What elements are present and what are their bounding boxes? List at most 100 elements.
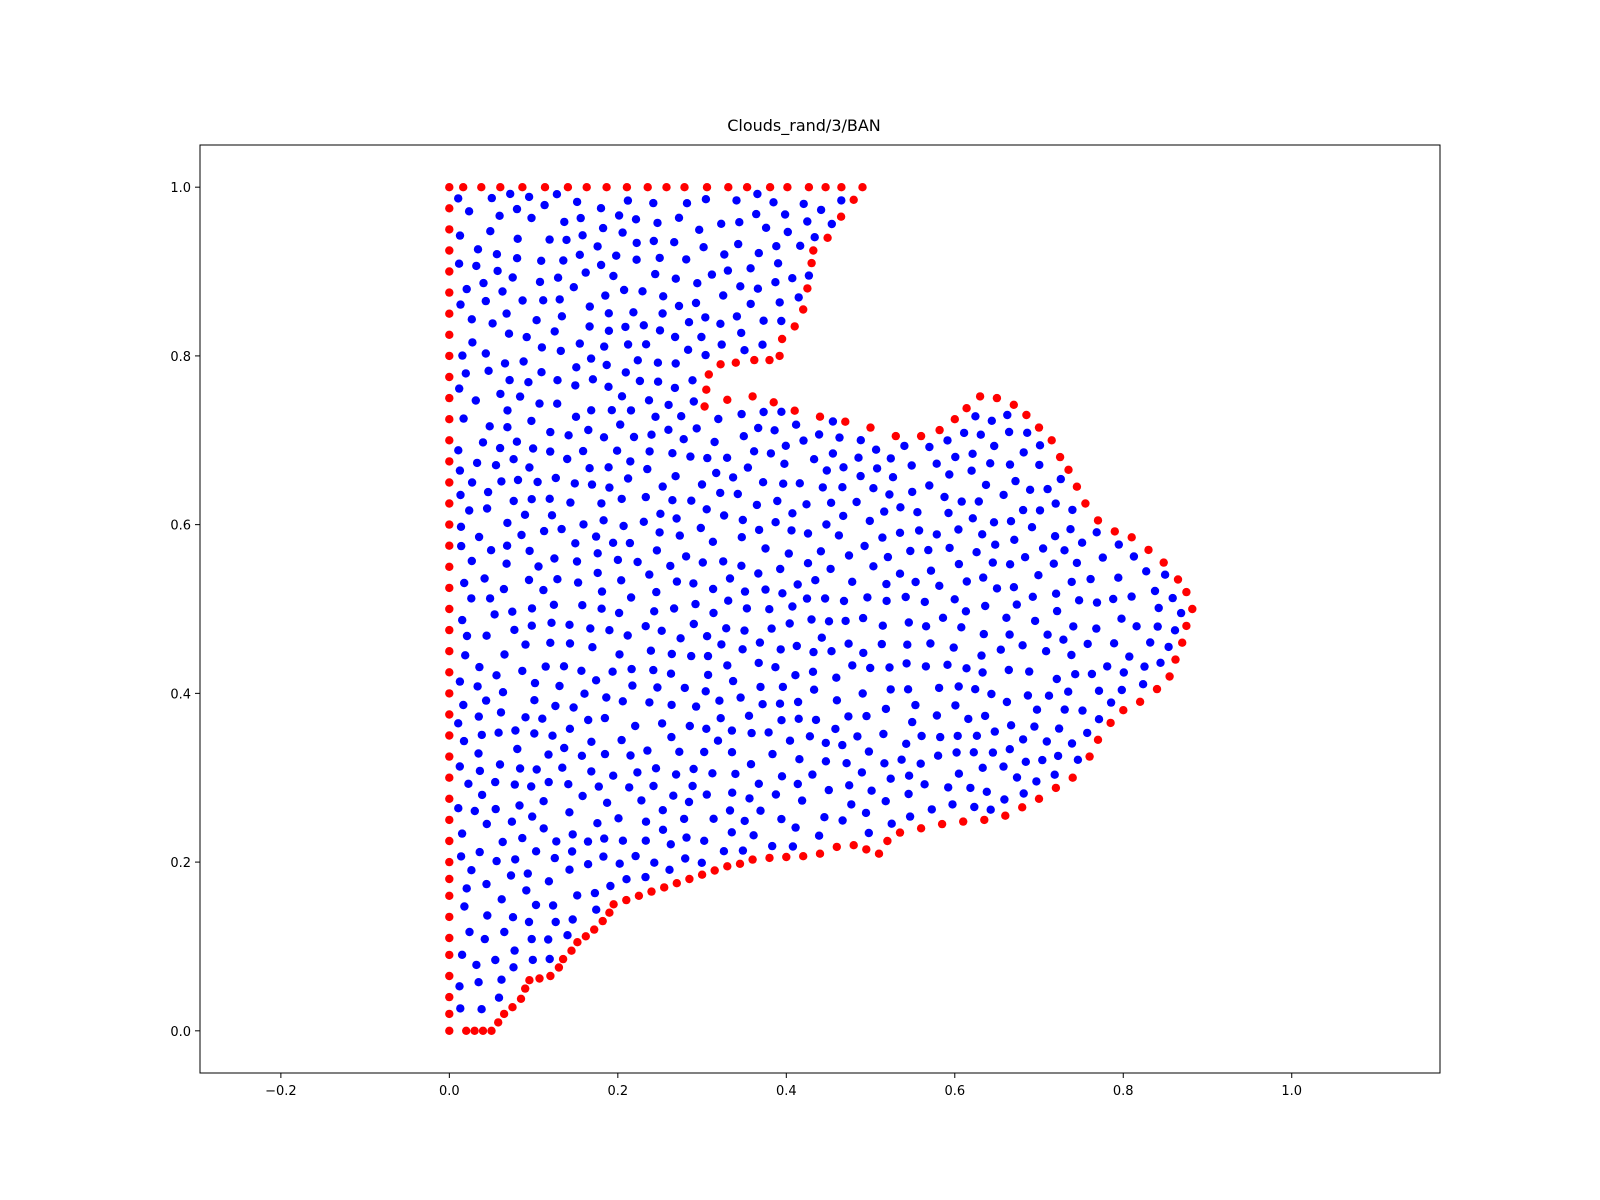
interior-point <box>1005 560 1015 569</box>
interior-point <box>785 736 795 745</box>
interior-point <box>1092 528 1101 537</box>
interior-point <box>667 649 676 659</box>
interior-point <box>578 231 587 240</box>
interior-point <box>945 543 954 553</box>
interior-point <box>844 712 853 721</box>
interior-point <box>467 556 476 566</box>
interior-point <box>537 343 547 352</box>
interior-point <box>802 500 811 509</box>
interior-point <box>510 780 519 789</box>
interior-point <box>693 279 702 288</box>
interior-point <box>599 516 608 525</box>
interior-point <box>615 650 624 659</box>
interior-point <box>689 764 698 774</box>
interior-point <box>459 414 468 423</box>
interior-point <box>537 368 546 377</box>
interior-point <box>478 438 488 447</box>
interior-point <box>565 724 575 733</box>
interior-point <box>578 446 588 456</box>
interior-point <box>723 266 733 275</box>
boundary-point <box>916 824 926 833</box>
interior-point <box>771 790 781 799</box>
interior-point <box>482 879 491 889</box>
interior-point <box>1002 613 1011 622</box>
boundary-point <box>821 183 830 192</box>
interior-point <box>657 626 666 635</box>
interior-point <box>727 828 736 837</box>
interior-point <box>563 931 572 940</box>
interior-point <box>572 197 582 207</box>
boundary-point <box>445 393 454 403</box>
interior-point <box>968 449 977 458</box>
interior-point <box>856 471 865 481</box>
interior-point <box>639 321 648 330</box>
interior-point <box>908 717 917 727</box>
interior-point <box>518 296 527 305</box>
interior-point <box>454 446 463 455</box>
interior-point <box>681 552 691 561</box>
interior-point <box>967 466 976 475</box>
interior-point <box>793 697 803 707</box>
boundary-point <box>590 925 599 934</box>
interior-point <box>587 406 596 415</box>
interior-point <box>1023 691 1033 700</box>
boundary-point <box>685 874 694 884</box>
interior-point <box>641 492 650 502</box>
interior-point <box>1103 662 1112 671</box>
boundary-point <box>959 817 968 826</box>
interior-point <box>728 473 738 482</box>
interior-point <box>787 526 796 535</box>
interior-point <box>552 837 561 846</box>
interior-point <box>628 681 637 690</box>
interior-point <box>1074 596 1084 605</box>
interior-point <box>1106 698 1116 707</box>
interior-point <box>778 682 788 692</box>
boundary-point <box>765 183 775 192</box>
interior-point <box>588 375 598 384</box>
interior-point <box>951 452 960 462</box>
interior-point <box>614 211 624 220</box>
interior-point <box>986 459 995 468</box>
interior-point <box>679 814 689 824</box>
boundary-point <box>700 402 709 411</box>
interior-point <box>844 551 854 560</box>
interior-point <box>532 765 541 774</box>
interior-point <box>671 472 680 481</box>
interior-point <box>1038 755 1047 765</box>
boundary-point <box>935 425 944 435</box>
boundary-point <box>1144 545 1153 555</box>
x-tick-label: −0.2 <box>265 1084 297 1099</box>
boundary-point <box>765 853 774 863</box>
interior-point <box>677 412 686 421</box>
boundary-point <box>445 891 454 900</box>
interior-point <box>733 489 742 499</box>
interior-point <box>848 661 857 670</box>
interior-point <box>725 806 735 815</box>
interior-point <box>822 466 831 475</box>
interior-point <box>509 496 518 506</box>
interior-point <box>696 523 705 533</box>
interior-point <box>567 847 577 856</box>
boundary-point <box>1009 400 1018 409</box>
interior-point <box>771 663 780 672</box>
boundary-point <box>1093 516 1103 525</box>
interior-point <box>940 492 949 502</box>
interior-point <box>609 271 618 281</box>
interior-point <box>524 378 533 387</box>
interior-point <box>481 296 490 306</box>
boundary-points <box>445 183 1197 1036</box>
interior-point <box>1051 589 1061 598</box>
interior-point <box>643 746 652 755</box>
interior-point <box>695 225 704 234</box>
interior-point <box>961 607 971 616</box>
interior-point <box>465 506 474 515</box>
interior-point <box>719 847 729 856</box>
boundary-point <box>837 183 846 192</box>
interior-point <box>562 235 571 245</box>
interior-point <box>571 381 580 390</box>
interior-point <box>754 248 763 258</box>
interior-point <box>631 215 641 224</box>
interior-point <box>1042 737 1052 746</box>
boundary-point <box>680 183 689 192</box>
